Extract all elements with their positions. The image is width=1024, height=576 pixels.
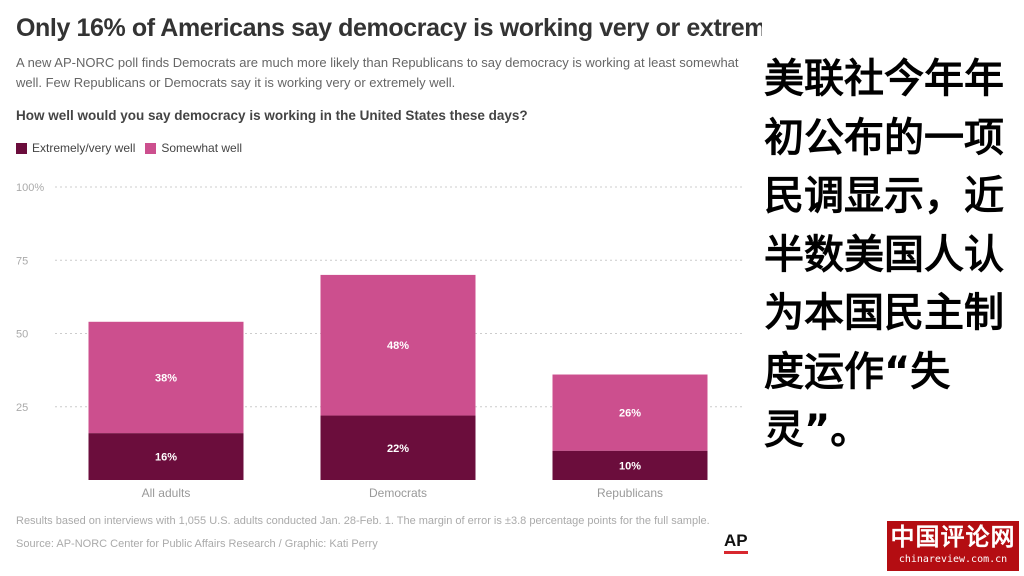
- chart-legend: Extremely/very well Somewhat well: [16, 141, 242, 155]
- data-label: 16%: [155, 452, 177, 464]
- y-tick-label: 100%: [16, 182, 44, 194]
- x-category-label: Democrats: [369, 486, 427, 500]
- chart-panel: Only 16% of Americans say democracy is w…: [16, 14, 762, 554]
- legend-item-extremely-very: Extremely/very well: [16, 141, 135, 155]
- legend-label-extremely-very: Extremely/very well: [32, 141, 136, 155]
- bar-segment: [552, 374, 708, 451]
- y-tick-label: 50: [16, 329, 28, 341]
- chart-footnote: Results based on interviews with 1,055 U…: [16, 515, 710, 527]
- bar-chart: 25 50 75 100% 16% 38% All adults 22% 48% Democrat…: [16, 182, 745, 500]
- data-label: 26%: [619, 408, 641, 420]
- x-category-label: Republicans: [597, 486, 663, 500]
- bar-segment: [320, 274, 476, 416]
- legend-item-somewhat: Somewhat well: [145, 141, 242, 155]
- watermark-badge: 中国评论网 chinareview.com.cn: [887, 521, 1019, 571]
- legend-label-somewhat: Somewhat well: [161, 141, 243, 155]
- chart-title: Only 16% of Americans say democracy is w…: [16, 14, 762, 42]
- bar-segment: [552, 450, 708, 480]
- bar-segment: [88, 321, 244, 434]
- x-category-label: All adults: [142, 486, 191, 500]
- chart-subtitle: A new AP-NORC poll finds Democrats are m…: [16, 55, 739, 90]
- y-tick-label: 75: [16, 255, 28, 267]
- chart-question: How well would you say democracy is work…: [16, 108, 528, 123]
- data-label: 10%: [619, 460, 641, 472]
- data-label: 22%: [387, 443, 409, 455]
- chart-source: Source: AP-NORC Center for Public Affair…: [16, 538, 378, 550]
- bar-segment: [88, 433, 244, 480]
- data-label: 38%: [155, 372, 177, 384]
- y-tick-label: 25: [16, 402, 28, 414]
- legend-swatch-somewhat: [145, 142, 157, 154]
- data-label: 48%: [387, 340, 409, 352]
- legend-swatch-extremely-very: [16, 142, 27, 154]
- watermark-name: 中国评论网: [890, 523, 1016, 551]
- ap-logo: AP: [724, 532, 748, 554]
- watermark-url: chinareview.com.cn: [898, 554, 1008, 565]
- bar-segment: [320, 415, 476, 480]
- side-caption: 美联社今年年初公布的一项民调显示，近半数美国人认为本国民主制度运作“失灵”。: [764, 56, 1004, 453]
